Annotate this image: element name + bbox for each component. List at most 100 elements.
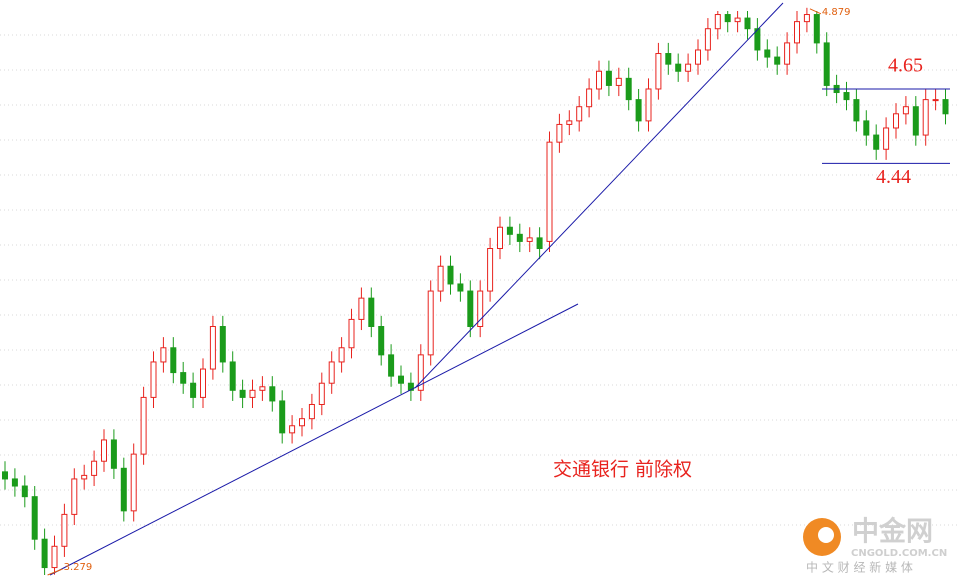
candle-body xyxy=(368,297,375,328)
candle-body xyxy=(31,496,38,540)
candle-body xyxy=(140,396,147,455)
candle-body xyxy=(863,120,870,136)
candle-body xyxy=(714,14,721,30)
candle-body xyxy=(843,92,850,101)
candle-body xyxy=(71,478,78,515)
candle-body xyxy=(576,106,583,122)
candle-body xyxy=(566,120,573,125)
candle-body xyxy=(596,70,602,90)
candle-body xyxy=(41,538,48,569)
candle-body xyxy=(91,460,98,476)
candle-body xyxy=(160,347,167,363)
candle-body xyxy=(219,326,226,363)
candle-body xyxy=(704,28,711,51)
candle-body xyxy=(269,386,276,402)
candle-body xyxy=(823,42,830,86)
trend-line xyxy=(414,2,784,389)
candle-body xyxy=(388,354,395,377)
candle-body xyxy=(724,14,731,23)
watermark-slogan: 中 文 财 经 新 媒 体 xyxy=(806,560,913,575)
candle-body xyxy=(338,347,345,363)
candle-body xyxy=(61,513,68,547)
candle-body xyxy=(803,14,810,23)
watermark: 中金网 CNGOLD.COM.CN 中 文 财 经 新 媒 体 xyxy=(803,516,947,575)
candle-body xyxy=(289,425,296,434)
trend-line xyxy=(49,303,579,576)
candle-body xyxy=(873,134,880,150)
candle-body xyxy=(784,42,791,65)
logo xyxy=(818,527,834,543)
high-arrow xyxy=(809,8,822,15)
candle-body xyxy=(120,467,127,512)
candle-body xyxy=(734,17,741,23)
candle-body xyxy=(615,77,622,86)
chart-title: 交通银行 前除权 xyxy=(553,459,692,481)
candle-body xyxy=(556,123,563,143)
candle-body xyxy=(605,70,612,86)
candle-body xyxy=(794,21,800,44)
candle-body xyxy=(101,439,107,462)
candle-body xyxy=(279,400,286,434)
low-marker-label: 3.279 xyxy=(64,562,93,573)
candle-body xyxy=(457,283,464,292)
candle-body xyxy=(318,382,325,405)
candle-body xyxy=(536,237,543,250)
low-arrow xyxy=(47,568,63,576)
candle-body xyxy=(150,361,157,398)
candle-body xyxy=(487,248,494,292)
candle-body xyxy=(437,265,444,292)
candles xyxy=(2,7,949,576)
candle-body xyxy=(130,453,137,512)
candle-body xyxy=(744,17,751,30)
candle-body xyxy=(417,354,424,391)
candle-body xyxy=(180,372,187,384)
candle-body xyxy=(328,361,335,384)
candle-body xyxy=(348,318,355,349)
candle-body xyxy=(645,88,652,122)
candle-body xyxy=(764,49,771,58)
candle-body xyxy=(526,237,533,242)
candle-body xyxy=(110,439,117,469)
candle-body xyxy=(516,233,523,242)
watermark-url: CNGOLD.COM.CN xyxy=(851,548,947,559)
candle-body xyxy=(170,347,177,374)
candle-body xyxy=(299,418,305,427)
candle-body xyxy=(586,88,593,108)
candle-body xyxy=(922,99,929,136)
candle-body xyxy=(378,326,385,356)
support-label: 4.44 xyxy=(876,166,911,188)
high-marker-label: 4.879 xyxy=(822,7,851,18)
candle-body xyxy=(200,368,206,398)
candle-body xyxy=(447,265,454,285)
candle-body xyxy=(259,386,266,391)
candle-body xyxy=(358,297,365,320)
candle-body xyxy=(209,326,216,370)
candle-body xyxy=(685,63,692,72)
candle-body xyxy=(477,290,484,328)
candle-body xyxy=(81,474,88,480)
candle-body xyxy=(932,99,939,102)
candle-body xyxy=(942,99,949,115)
candle-body xyxy=(912,106,919,136)
candle-body xyxy=(853,99,860,122)
candle-body xyxy=(625,77,632,101)
candle-body xyxy=(902,106,909,115)
candle-body xyxy=(398,375,404,384)
candle-body xyxy=(893,113,899,129)
candle-body xyxy=(635,99,642,122)
candle-body xyxy=(754,28,761,51)
candle-body xyxy=(497,226,503,250)
candle-body xyxy=(695,49,701,65)
candle-body xyxy=(427,290,434,356)
candle-body xyxy=(239,389,246,398)
candle-body xyxy=(655,53,662,90)
candle-body xyxy=(2,471,8,480)
candle-body xyxy=(813,14,820,44)
candle-body xyxy=(506,226,513,235)
watermark-name: 中金网 xyxy=(852,516,933,548)
candle-body xyxy=(11,478,18,487)
candle-body xyxy=(774,56,781,65)
candle-body xyxy=(190,382,197,398)
